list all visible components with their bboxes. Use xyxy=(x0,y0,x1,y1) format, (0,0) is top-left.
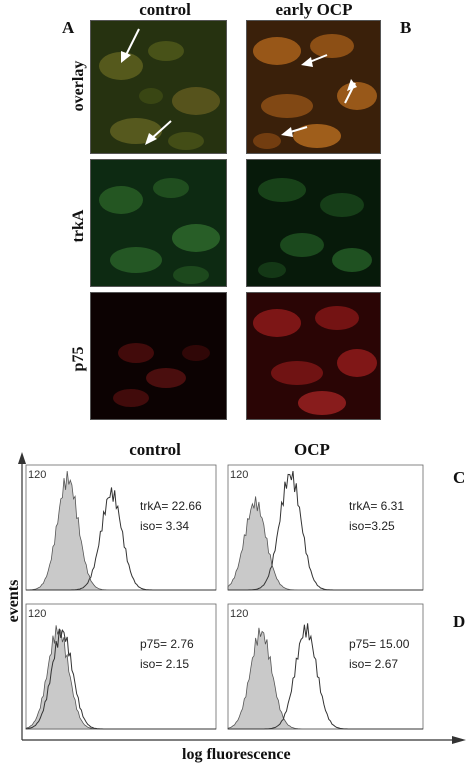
micrograph-p75-control xyxy=(90,292,227,420)
row-label-trka: trkA xyxy=(70,209,87,243)
x-axis-arrow xyxy=(452,736,466,744)
stats-c-ocp: trkA= 6.31 iso=3.25 xyxy=(349,496,404,536)
micrograph-overlay-early-ocp xyxy=(246,20,381,154)
stats-d-ocp: p75= 15.00 iso= 2.67 xyxy=(349,634,409,674)
panel-label-c: C xyxy=(453,468,466,487)
histogram-iso-c-ocp xyxy=(227,496,423,591)
stats-c-control: trkA= 22.66 iso= 3.34 xyxy=(140,496,202,536)
row-label-overlay: overlay xyxy=(70,60,87,112)
stat-iso-c-ocp: iso=3.25 xyxy=(349,519,395,533)
micrograph-overlay-early-ocp-image xyxy=(247,21,380,153)
flow-column-title-ocp: OCP xyxy=(294,440,330,459)
micrograph-overlay-control xyxy=(90,20,227,154)
histogram-trkA-c-control xyxy=(26,487,216,591)
micrograph-p75-early-ocp-image xyxy=(247,293,380,419)
column-title-control: control xyxy=(139,0,191,19)
panel-label-a: A xyxy=(62,18,75,37)
column-title-early-ocp: early OCP xyxy=(275,0,353,19)
histogram-iso-c-control xyxy=(25,470,216,591)
ytick-c-ocp: 120 xyxy=(230,469,249,481)
histogram-p75-d-control xyxy=(25,628,216,730)
micrograph-trka-early-ocp-image xyxy=(247,160,380,286)
stat-iso-c-control: iso= 3.34 xyxy=(140,519,190,533)
panel-label-d: D xyxy=(453,612,466,631)
micrograph-trka-early-ocp xyxy=(246,159,381,287)
stat-p75-control: p75= 2.76 xyxy=(140,637,194,651)
histogram-trkA-c-ocp xyxy=(228,471,423,591)
micrograph-trka-control xyxy=(90,159,227,287)
ytick-d-ocp: 120 xyxy=(230,608,249,620)
ytick-d-control: 120 xyxy=(28,608,47,620)
flow-column-title-control: control xyxy=(129,440,181,459)
histogram-p75-d-ocp xyxy=(228,623,423,730)
x-axis-title: log fluorescence xyxy=(182,746,291,763)
stat-iso-d-control: iso= 2.15 xyxy=(140,657,190,671)
stats-d-control: p75= 2.76 iso= 2.15 xyxy=(140,634,194,674)
micrograph-p75-control-image xyxy=(91,293,226,419)
stat-trka-control: trkA= 22.66 xyxy=(140,499,202,513)
micrograph-p75-early-ocp xyxy=(246,292,381,420)
stat-iso-d-ocp: iso= 2.67 xyxy=(349,657,399,671)
micrograph-overlay-control-image xyxy=(91,21,226,153)
micrograph-trka-control-image xyxy=(91,160,226,286)
stat-trka-ocp: trkA= 6.31 xyxy=(349,499,405,513)
row-label-p75: p75 xyxy=(70,346,87,372)
histogram-iso-d-control xyxy=(25,625,216,730)
flow-cytometry-plots xyxy=(18,452,466,744)
ytick-c-control: 120 xyxy=(28,469,47,481)
stat-p75-ocp: p75= 15.00 xyxy=(349,637,410,651)
y-axis-arrow xyxy=(18,452,26,464)
panel-label-b: B xyxy=(400,18,412,37)
histogram-iso-d-ocp xyxy=(227,627,423,730)
